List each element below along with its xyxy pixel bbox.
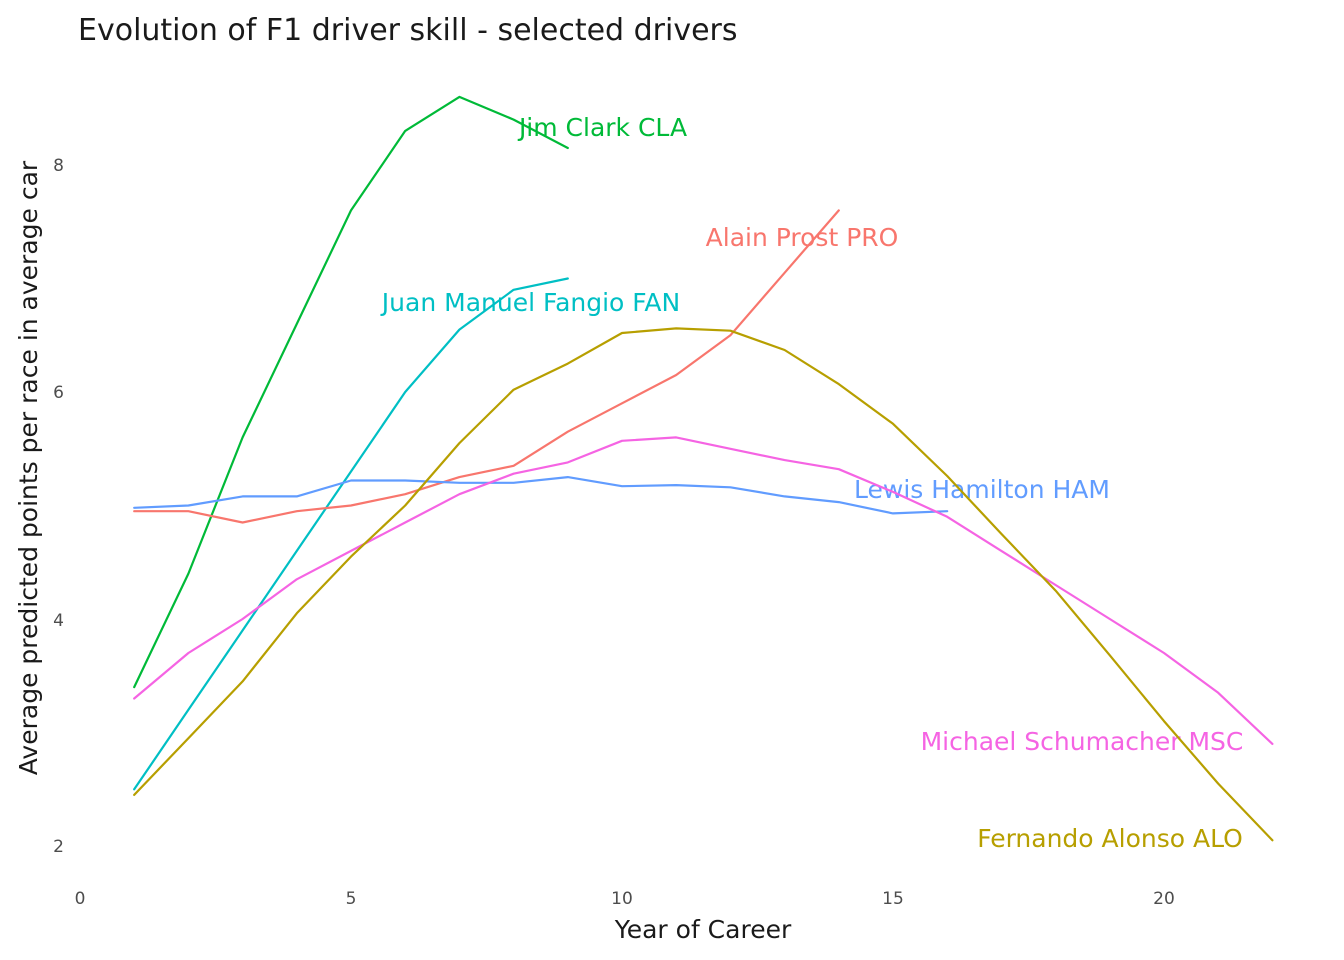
y-tick-label: 2: [53, 837, 64, 857]
x-axis-title: Year of Career: [614, 915, 792, 944]
series-label-michael-schumacher-msc: Michael Schumacher MSC: [921, 727, 1244, 756]
series-line-alain-prost-pro: [133, 209, 840, 524]
x-tick-label: 10: [611, 889, 633, 909]
chart-title: Evolution of F1 driver skill - selected …: [78, 13, 738, 48]
y-axis: 2 4 6 8 Average predicted points per rac…: [14, 156, 64, 857]
series-label-alain-prost-pro: Alain Prost PRO: [706, 223, 899, 252]
y-tick-label: 6: [53, 383, 64, 403]
series-line-michael-schumacher-msc: [133, 436, 1274, 746]
series-line-fernando-alonso-alo: [133, 327, 1274, 842]
series-line-jim-clark-cla: [133, 95, 569, 689]
y-tick-label: 8: [53, 156, 64, 176]
plot-area: Jim Clark CLA Juan Manuel Fangio FAN Alain…: [133, 95, 1274, 853]
series-label-lewis-hamilton-ham: Lewis Hamilton HAM: [854, 475, 1110, 504]
y-tick-label: 4: [53, 611, 64, 631]
series-line-juan-manuel-fangio-fan: [133, 277, 569, 791]
series-line-lewis-hamilton-ham: [133, 476, 949, 515]
x-tick-label: 0: [75, 889, 86, 909]
series-label-fernando-alonso-alo: Fernando Alonso ALO: [977, 824, 1243, 853]
x-tick-label: 5: [346, 889, 357, 909]
y-axis-title: Average predicted points per race in ave…: [14, 160, 43, 775]
x-tick-label: 15: [882, 889, 904, 909]
x-axis: 0 5 10 15 20 Year of Career: [75, 889, 1175, 944]
series-label-jim-clark-cla: Jim Clark CLA: [517, 113, 687, 142]
x-tick-label: 20: [1153, 889, 1175, 909]
series-label-juan-manuel-fangio-fan: Juan Manuel Fangio FAN: [380, 288, 680, 317]
